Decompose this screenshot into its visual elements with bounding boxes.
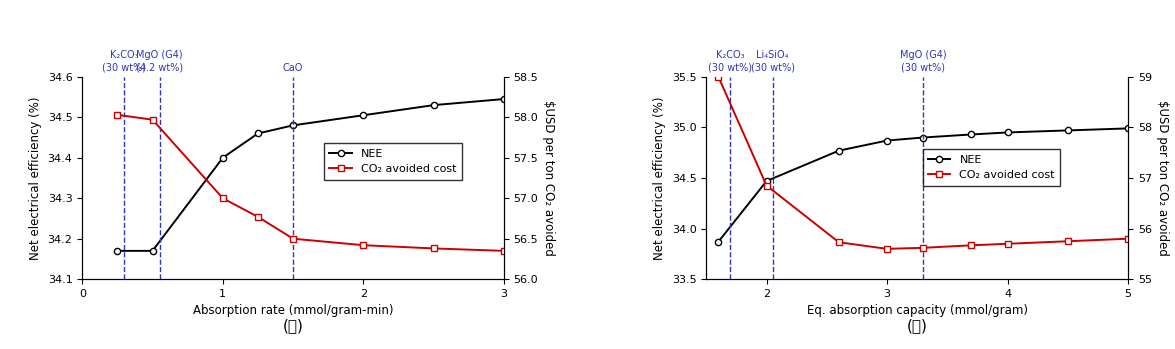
Text: (가): (가)	[283, 318, 303, 333]
CO₂ avoided cost	[759, 184, 773, 188]
Text: Li₄SiO₄
(30 wt%): Li₄SiO₄ (30 wt%)	[751, 50, 794, 73]
Y-axis label: Net electrical efficiency (%): Net electrical efficiency (%)	[29, 96, 42, 260]
NEE	[497, 97, 511, 101]
NEE	[286, 123, 300, 127]
CO₂ avoided cost	[356, 243, 370, 247]
CO₂ avoided cost	[916, 246, 931, 250]
CO₂ avoided cost	[497, 249, 511, 253]
Y-axis label: Net electrical efficiency (%): Net electrical efficiency (%)	[653, 96, 666, 260]
NEE	[251, 131, 266, 135]
NEE	[146, 249, 160, 253]
NEE	[965, 132, 979, 136]
Text: K₂CO₃
(30 wt%): K₂CO₃ (30 wt%)	[709, 50, 752, 73]
NEE	[759, 179, 773, 183]
Line: NEE: NEE	[716, 125, 1132, 245]
NEE	[110, 249, 125, 253]
Line: CO₂ avoided cost: CO₂ avoided cost	[114, 112, 508, 254]
CO₂ avoided cost	[832, 240, 846, 244]
Legend: NEE, CO₂ avoided cost: NEE, CO₂ avoided cost	[324, 143, 462, 180]
Text: CaO: CaO	[283, 63, 303, 73]
Text: MgO (G4)
(30 wt%): MgO (G4) (30 wt%)	[900, 50, 947, 73]
Legend: NEE, CO₂ avoided cost: NEE, CO₂ avoided cost	[922, 149, 1061, 186]
Y-axis label: $USD per ton CO₂ avoided: $USD per ton CO₂ avoided	[542, 100, 555, 256]
NEE	[216, 156, 230, 160]
CO₂ avoided cost	[110, 113, 125, 117]
NEE	[1061, 128, 1075, 133]
Text: (나): (나)	[907, 318, 927, 333]
NEE	[427, 103, 441, 107]
CO₂ avoided cost	[965, 243, 979, 247]
Line: CO₂ avoided cost: CO₂ avoided cost	[716, 74, 1132, 252]
NEE	[832, 149, 846, 153]
NEE	[1121, 126, 1135, 131]
CO₂ avoided cost	[880, 247, 894, 251]
Text: K₂CO₃
(30 wt%): K₂CO₃ (30 wt%)	[102, 50, 147, 73]
CO₂ avoided cost	[711, 75, 725, 79]
NEE	[880, 139, 894, 143]
NEE	[711, 240, 725, 244]
NEE	[1000, 130, 1014, 134]
CO₂ avoided cost	[1061, 239, 1075, 243]
Text: MgO (G4)
(4.2 wt%): MgO (G4) (4.2 wt%)	[136, 50, 183, 73]
Line: NEE: NEE	[114, 96, 508, 254]
X-axis label: Absorption rate (mmol/gram-min): Absorption rate (mmol/gram-min)	[193, 304, 394, 318]
CO₂ avoided cost	[286, 237, 300, 241]
CO₂ avoided cost	[1121, 237, 1135, 241]
CO₂ avoided cost	[1000, 242, 1014, 246]
Y-axis label: $USD per ton CO₂ avoided: $USD per ton CO₂ avoided	[1155, 100, 1168, 256]
NEE	[356, 113, 370, 117]
CO₂ avoided cost	[427, 246, 441, 251]
CO₂ avoided cost	[146, 118, 160, 122]
CO₂ avoided cost	[216, 196, 230, 200]
X-axis label: Eq. absorption capacity (mmol/gram): Eq. absorption capacity (mmol/gram)	[807, 304, 1028, 318]
NEE	[916, 135, 931, 140]
CO₂ avoided cost	[251, 215, 266, 219]
